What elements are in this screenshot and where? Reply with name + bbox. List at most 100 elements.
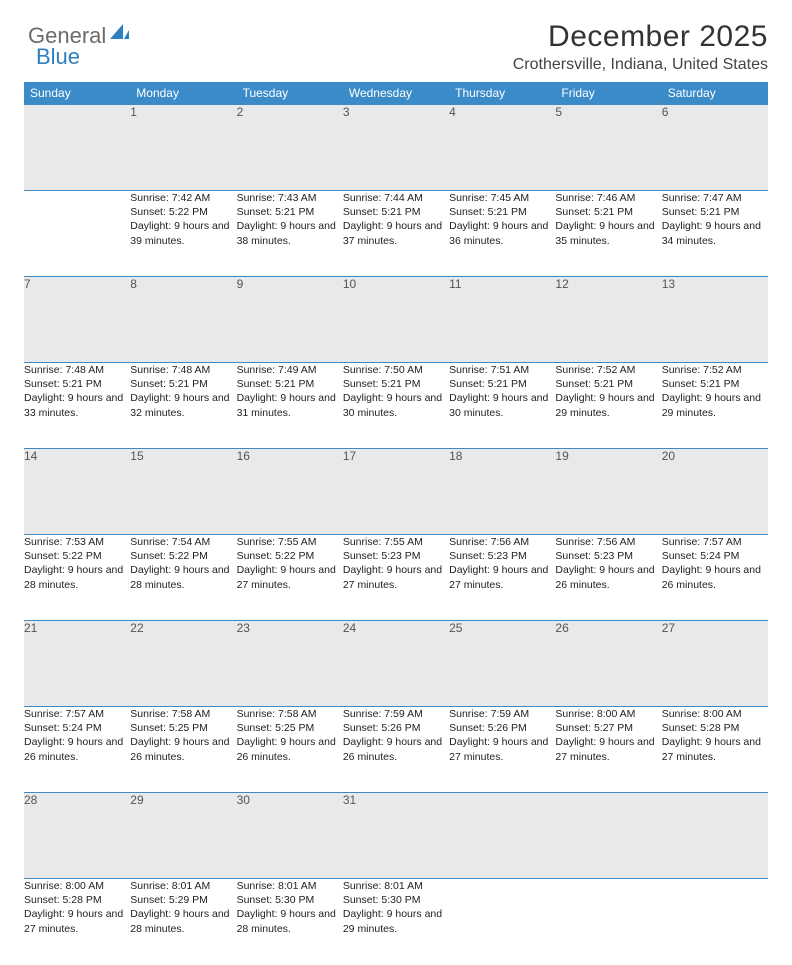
daylight-label: Daylight:: [343, 392, 384, 404]
day-number: 31: [343, 793, 356, 807]
sunset-value: 5:26 PM: [488, 722, 527, 734]
day-content-cell: Sunrise: 7:47 AMSunset: 5:21 PMDaylight:…: [662, 191, 768, 277]
sunset-value: 5:23 PM: [594, 550, 633, 562]
day-number-cell: [24, 105, 130, 191]
daylight-label: Daylight:: [555, 392, 596, 404]
sunset-label: Sunset:: [449, 550, 485, 562]
sunrise-value: 7:53 AM: [65, 536, 104, 548]
sunrise-label: Sunrise:: [343, 880, 382, 892]
sunset-value: 5:25 PM: [275, 722, 314, 734]
sunset-value: 5:23 PM: [488, 550, 527, 562]
day-number: 30: [237, 793, 250, 807]
daylight-label: Daylight:: [24, 736, 65, 748]
sunset-value: 5:24 PM: [700, 550, 739, 562]
sunset-label: Sunset:: [662, 550, 698, 562]
day-content-cell: Sunrise: 7:46 AMSunset: 5:21 PMDaylight:…: [555, 191, 661, 277]
daylight-label: Daylight:: [237, 564, 278, 576]
day-number-cell: 15: [130, 449, 236, 535]
sunrise-label: Sunrise:: [555, 536, 594, 548]
sunset-label: Sunset:: [237, 550, 273, 562]
sunrise-label: Sunrise:: [449, 536, 488, 548]
sunrise-label: Sunrise:: [130, 880, 169, 892]
sunset-label: Sunset:: [449, 722, 485, 734]
day-content-cell: [24, 191, 130, 277]
day-number: 21: [24, 621, 37, 635]
day-content-cell: Sunrise: 7:51 AMSunset: 5:21 PMDaylight:…: [449, 363, 555, 449]
sunset-label: Sunset:: [343, 894, 379, 906]
sunset-value: 5:28 PM: [700, 722, 739, 734]
day-number-cell: 4: [449, 105, 555, 191]
sunrise-label: Sunrise:: [237, 708, 276, 720]
sunset-value: 5:25 PM: [169, 722, 208, 734]
day-content-row: Sunrise: 7:57 AM Sunset: 5:24 PM Daylight:…: [24, 707, 768, 793]
day-number: 22: [130, 621, 143, 635]
sunrise-label: Sunrise:: [662, 708, 701, 720]
day-content-row: Sunrise: 7:42 AMSunset: 5:22 PMDaylight:…: [24, 191, 768, 277]
daylight-label: Daylight:: [130, 908, 171, 920]
day-number: 13: [662, 277, 675, 291]
sunset-value: 5:26 PM: [381, 722, 420, 734]
day-number-cell: 9: [237, 277, 343, 363]
day-number-cell: 16: [237, 449, 343, 535]
day-number-cell: 26: [555, 621, 661, 707]
day-number: 29: [130, 793, 143, 807]
sunrise-value: 7:57 AM: [65, 708, 104, 720]
daylight-label: Daylight:: [555, 220, 596, 232]
sunrise-value: 8:00 AM: [597, 708, 636, 720]
sunrise-label: Sunrise:: [662, 536, 701, 548]
sunset-value: 5:22 PM: [275, 550, 314, 562]
day-content-cell: Sunrise: 8:00 AMSunset: 5:27 PMDaylight:…: [555, 707, 661, 793]
day-number: 9: [237, 277, 244, 291]
daylight-label: Daylight:: [343, 908, 384, 920]
sunset-label: Sunset:: [555, 378, 591, 390]
sunrise-value: 7:51 AM: [491, 364, 530, 376]
sunset-value: 5:24 PM: [63, 722, 102, 734]
sunrise-value: 8:01 AM: [172, 880, 211, 892]
sunrise-label: Sunrise:: [449, 364, 488, 376]
sunset-label: Sunset:: [130, 378, 166, 390]
sunrise-value: 7:42 AM: [172, 192, 211, 204]
day-number-cell: 23: [237, 621, 343, 707]
sunset-value: 5:21 PM: [700, 378, 739, 390]
weekday-header: Thursday: [449, 82, 555, 105]
sunset-value: 5:21 PM: [63, 378, 102, 390]
sunrise-label: Sunrise:: [555, 708, 594, 720]
day-content-cell: Sunrise: 7:52 AMSunset: 5:21 PMDaylight:…: [662, 363, 768, 449]
header: December 2025 Crothersville, Indiana, Un…: [24, 20, 768, 74]
day-number: 4: [449, 105, 456, 119]
day-number-cell: 14: [24, 449, 130, 535]
day-content-row: Sunrise: 8:00 AMSunset: 5:28 PMDaylight:…: [24, 879, 768, 965]
day-content-cell: Sunrise: 8:01 AMSunset: 5:30 PMDaylight:…: [237, 879, 343, 965]
sunset-value: 5:21 PM: [488, 378, 527, 390]
sunset-label: Sunset:: [662, 206, 698, 218]
day-number-cell: 2: [237, 105, 343, 191]
sunset-value: 5:21 PM: [275, 378, 314, 390]
sunset-value: 5:21 PM: [275, 206, 314, 218]
day-number-cell: 20: [662, 449, 768, 535]
sunrise-value: 8:00 AM: [703, 708, 742, 720]
sunrise-value: 7:43 AM: [278, 192, 317, 204]
sunset-label: Sunset:: [237, 378, 273, 390]
sunrise-label: Sunrise:: [449, 192, 488, 204]
sunrise-value: 7:56 AM: [597, 536, 636, 548]
daylight-label: Daylight:: [130, 220, 171, 232]
sunrise-value: 7:48 AM: [65, 364, 104, 376]
day-number-cell: 8: [130, 277, 236, 363]
day-content-cell: Sunrise: 7:50 AMSunset: 5:21 PMDaylight:…: [343, 363, 449, 449]
day-content-cell: [555, 879, 661, 965]
sunset-value: 5:21 PM: [381, 206, 420, 218]
day-number: 3: [343, 105, 350, 119]
daylight-label: Daylight:: [449, 736, 490, 748]
day-number-cell: 31: [343, 793, 449, 879]
sunrise-value: 7:59 AM: [491, 708, 530, 720]
day-content-cell: Sunrise: 7:54 AMSunset: 5:22 PMDaylight:…: [130, 535, 236, 621]
day-number-cell: 17: [343, 449, 449, 535]
daylight-label: Daylight:: [343, 220, 384, 232]
logo-text-blue: Blue: [36, 44, 80, 69]
day-number: 15: [130, 449, 143, 463]
location-subtitle: Crothersville, Indiana, United States: [24, 56, 768, 74]
day-number-cell: 21: [24, 621, 130, 707]
sunrise-label: Sunrise:: [343, 364, 382, 376]
daylight-label: Daylight:: [130, 736, 171, 748]
weekday-header: Saturday: [662, 82, 768, 105]
